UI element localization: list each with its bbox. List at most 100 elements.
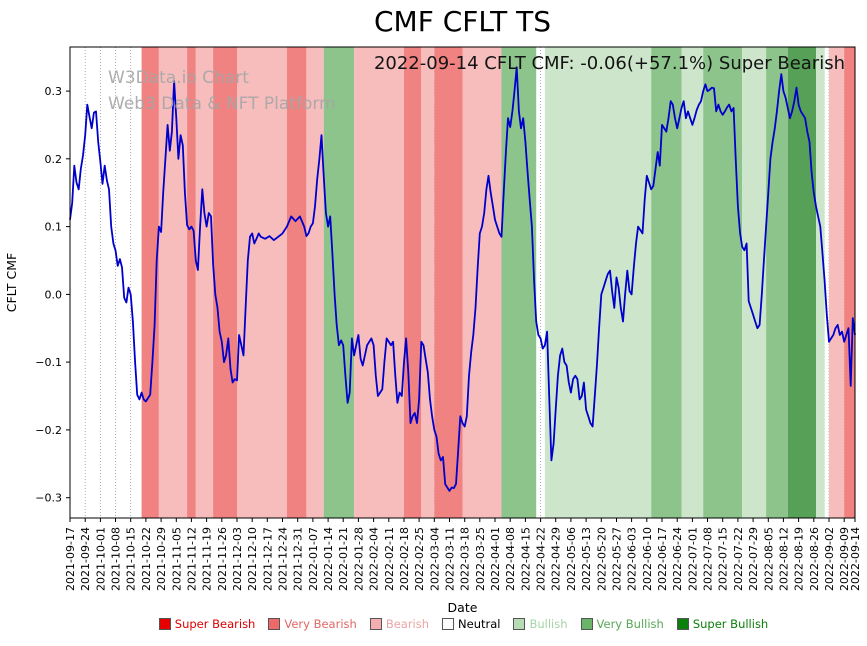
x-tick-label: 2022-05-06 bbox=[565, 527, 578, 591]
band-very_bearish bbox=[434, 47, 463, 518]
x-tick-label: 2022-06-17 bbox=[656, 527, 669, 591]
legend-item-super_bullish: Super Bullish bbox=[676, 617, 769, 631]
x-tick-label: 2021-12-03 bbox=[231, 527, 244, 591]
x-tick-label: 2022-03-04 bbox=[428, 527, 441, 591]
band-very_bullish bbox=[703, 47, 743, 518]
x-tick-label: 2022-07-22 bbox=[732, 527, 745, 591]
axes: −0.3 −0.2 −0.1 0.0 0.1 0.2 0.3 2021-09-17 2021-0… bbox=[4, 46, 862, 615]
watermark-line1: W3Data.io Chart bbox=[108, 68, 249, 88]
x-tick-label: 2022-04-01 bbox=[489, 527, 502, 591]
x-tick-label: 2022-04-29 bbox=[550, 527, 563, 591]
x-tick-label: 2021-09-24 bbox=[79, 527, 92, 591]
legend-swatch-very_bullish bbox=[580, 618, 593, 630]
x-tick-label: 2022-07-15 bbox=[717, 527, 730, 591]
y-tick-label: −0.3 bbox=[35, 492, 62, 505]
y-tick-label: −0.1 bbox=[35, 356, 62, 369]
legend: Super Bearish Very Bearish Bearish Neutral B… bbox=[60, 617, 867, 631]
x-tick-label: 2022-04-22 bbox=[535, 527, 548, 591]
band-bearish bbox=[421, 47, 435, 518]
x-tick-label: 2021-10-01 bbox=[94, 527, 107, 591]
x-tick-label: 2022-08-26 bbox=[808, 527, 821, 591]
legend-label-super_bearish: Super Bearish bbox=[174, 617, 256, 631]
band-bearish bbox=[462, 47, 502, 518]
y-tick-label: 0.1 bbox=[45, 221, 63, 234]
legend-swatch-super_bullish bbox=[676, 618, 689, 630]
legend-item-very_bullish: Very Bullish bbox=[580, 617, 664, 631]
x-tick-label: 2021-11-19 bbox=[201, 527, 214, 591]
y-tick-label: 0.3 bbox=[45, 85, 63, 98]
y-tick-label: −0.2 bbox=[35, 424, 62, 437]
legend-swatch-neutral bbox=[442, 618, 455, 630]
x-tick-label: 2021-10-22 bbox=[140, 527, 153, 591]
x-tick-label: 2022-02-25 bbox=[413, 527, 426, 591]
legend-item-bullish: Bullish bbox=[513, 617, 568, 631]
band-bullish bbox=[742, 47, 767, 518]
x-tick-label: 2022-05-20 bbox=[595, 527, 608, 591]
legend-label-very_bullish: Very Bullish bbox=[596, 617, 664, 631]
x-tick-label: 2021-10-29 bbox=[155, 527, 168, 591]
legend-item-super_bearish: Super Bearish bbox=[158, 617, 256, 631]
x-axis-label: Date bbox=[448, 600, 478, 615]
x-tick-label: 2022-09-14 bbox=[849, 527, 862, 591]
x-tick-label: 2021-12-24 bbox=[277, 527, 290, 591]
band-very_bearish bbox=[286, 47, 307, 518]
watermark-line2: Web3 Data & NFT Platform bbox=[108, 93, 336, 114]
x-tick-label: 2021-11-26 bbox=[216, 527, 229, 591]
x-tick-label: 2022-09-09 bbox=[838, 527, 851, 591]
band-bullish bbox=[681, 47, 704, 518]
legend-swatch-super_bearish bbox=[158, 618, 171, 630]
legend-swatch-very_bearish bbox=[268, 618, 281, 630]
band-very_bearish bbox=[844, 47, 855, 518]
x-tick-label: 2022-01-14 bbox=[322, 527, 335, 591]
legend-label-super_bullish: Super Bullish bbox=[692, 617, 769, 631]
x-tick-label: 2022-06-10 bbox=[641, 527, 654, 591]
chart-title: CMF CFLT TS bbox=[374, 5, 551, 38]
y-tick-label: 0.0 bbox=[45, 288, 63, 301]
x-tick-label: 2022-06-24 bbox=[671, 527, 684, 591]
chart-subtitle: 2022-09-14 CFLT CMF: -0.06(+57.1%) Super… bbox=[373, 53, 845, 74]
x-tick-label: 2022-03-11 bbox=[444, 527, 457, 591]
legend-item-bearish: Bearish bbox=[369, 617, 429, 631]
x-tick-label: 2022-02-11 bbox=[383, 527, 396, 591]
band-bearish bbox=[237, 47, 287, 518]
x-tick-label: 2022-03-25 bbox=[474, 527, 487, 591]
x-tick-label: 2022-01-21 bbox=[337, 527, 350, 591]
x-tick-label: 2022-04-08 bbox=[504, 527, 517, 591]
legend-item-neutral: Neutral bbox=[442, 617, 500, 631]
watermark: W3Data.io Chart Web3 Data & NFT Platform bbox=[108, 66, 336, 117]
x-tick-label: 2022-02-18 bbox=[398, 527, 411, 591]
legend-label-bullish: Bullish bbox=[529, 617, 568, 631]
legend-label-neutral: Neutral bbox=[458, 617, 501, 631]
band-very_bearish bbox=[404, 47, 422, 518]
x-tick-label: 2022-07-08 bbox=[702, 527, 715, 591]
x-tick-label: 2022-08-05 bbox=[762, 527, 775, 591]
band-bullish bbox=[544, 47, 652, 518]
band-bearish bbox=[354, 47, 404, 518]
x-tick-label: 2021-12-10 bbox=[246, 527, 259, 591]
band-bullish bbox=[816, 47, 825, 518]
band-bearish bbox=[306, 47, 324, 518]
x-tick-label: 2021-09-17 bbox=[64, 527, 77, 591]
x-tick-label: 2022-08-19 bbox=[793, 527, 806, 591]
band-very_bearish bbox=[213, 47, 237, 518]
y-axis-label: CFLT CMF bbox=[4, 253, 19, 312]
x-tick-label: 2021-12-31 bbox=[292, 527, 305, 591]
x-tick-label: 2021-10-15 bbox=[125, 527, 138, 591]
x-tick-label: 2021-11-12 bbox=[185, 527, 198, 591]
x-tick-label: 2022-03-18 bbox=[459, 527, 472, 591]
legend-item-very_bearish: Very Bearish bbox=[268, 617, 357, 631]
x-tick-label: 2021-12-17 bbox=[261, 527, 274, 591]
cmf-line-series bbox=[69, 66, 856, 492]
x-tick-label: 2022-08-12 bbox=[777, 527, 790, 591]
band-very_bearish bbox=[187, 47, 196, 518]
legend-swatch-bullish bbox=[513, 618, 526, 630]
x-tick-label: 2022-09-02 bbox=[823, 527, 836, 591]
band-very_bullish bbox=[323, 47, 355, 518]
band-very_bullish bbox=[651, 47, 682, 518]
x-tick-label: 2022-05-13 bbox=[580, 527, 593, 591]
x-tick-label: 2022-02-04 bbox=[368, 527, 381, 591]
x-tick-label: 2021-10-08 bbox=[110, 527, 123, 591]
y-tick-label: 0.2 bbox=[45, 153, 63, 166]
